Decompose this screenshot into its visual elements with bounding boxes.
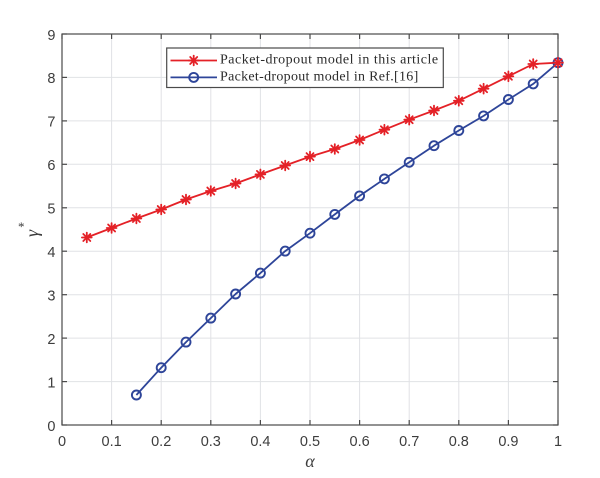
svg-text:*: *: [18, 219, 25, 234]
svg-text:2: 2: [47, 332, 55, 348]
svg-text:0.5: 0.5: [300, 434, 320, 450]
svg-text:0.2: 0.2: [151, 434, 171, 450]
svg-text:1: 1: [47, 375, 55, 391]
svg-text:0.8: 0.8: [449, 434, 469, 450]
svg-text:α: α: [305, 451, 315, 471]
svg-text:Packet-dropout model in this a: Packet-dropout model in this article: [220, 52, 439, 67]
svg-text:0.3: 0.3: [201, 434, 221, 450]
svg-text:6: 6: [47, 158, 55, 174]
svg-text:3: 3: [47, 289, 55, 305]
svg-text:9: 9: [47, 28, 55, 44]
svg-text:0.6: 0.6: [350, 434, 370, 450]
svg-text:0: 0: [47, 419, 55, 435]
svg-text:0: 0: [58, 434, 66, 450]
svg-text:Packet-dropout model in Ref.[1: Packet-dropout model in Ref.[16]: [220, 69, 419, 84]
svg-text:8: 8: [47, 71, 55, 87]
svg-text:5: 5: [47, 202, 55, 218]
svg-text:7: 7: [47, 115, 55, 131]
svg-text:4: 4: [47, 245, 55, 261]
svg-text:0.9: 0.9: [498, 434, 518, 450]
svg-text:1: 1: [554, 434, 562, 450]
svg-text:0.1: 0.1: [102, 434, 122, 450]
svg-text:γ: γ: [22, 229, 42, 237]
svg-text:0.4: 0.4: [250, 434, 270, 450]
svg-text:0.7: 0.7: [399, 434, 419, 450]
